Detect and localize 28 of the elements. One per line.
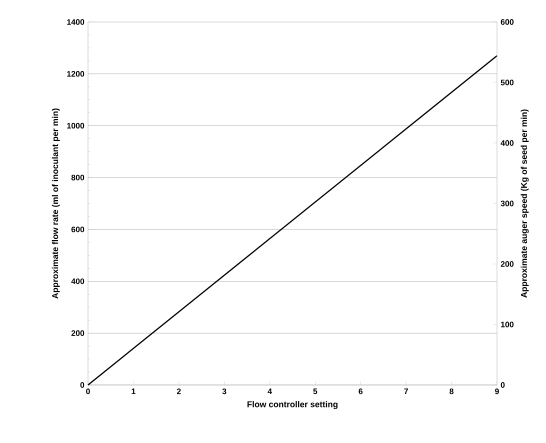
x-tick-label: 8 [450, 388, 454, 394]
y2-axis-title: Approximate auger speed (Kg of seed per min) [520, 109, 529, 298]
y-tick-label: 1000 [67, 122, 84, 129]
x-tick-label: 1 [132, 388, 136, 394]
y-tick-label: 1200 [67, 71, 84, 77]
x-tick-label: 7 [404, 388, 408, 394]
x-axis-title: Flow controller setting [247, 401, 338, 410]
x-tick-label: 5 [313, 388, 318, 394]
y-tick-label: 0 [80, 382, 84, 388]
x-tick-label: 9 [495, 388, 499, 394]
y2-tick-label: 400 [500, 140, 514, 146]
y-tick-label: 400 [71, 278, 84, 284]
x-tick-label: 2 [176, 388, 181, 394]
y-tick-label: 1400 [67, 19, 84, 25]
x-tick-label: 6 [358, 388, 363, 394]
y-axis-title: Approximate flow rate (ml of inoculant per min) [52, 108, 60, 299]
y-tick-label: 200 [71, 330, 84, 336]
y2-tick-label: 600 [500, 19, 514, 25]
y2-tick-label: 500 [500, 80, 514, 86]
y2-tick-label: 0 [500, 382, 505, 388]
y2-tick-label: 100 [501, 322, 514, 328]
y-tick-label: 800 [71, 174, 84, 180]
y-tick-label: 600 [71, 226, 84, 232]
x-tick-label: 4 [268, 388, 272, 394]
y2-tick-label: 200 [500, 261, 514, 267]
y2-tick-label: 300 [500, 200, 514, 206]
x-tick-label: 0 [86, 388, 90, 394]
x-tick-label: 3 [222, 388, 226, 394]
